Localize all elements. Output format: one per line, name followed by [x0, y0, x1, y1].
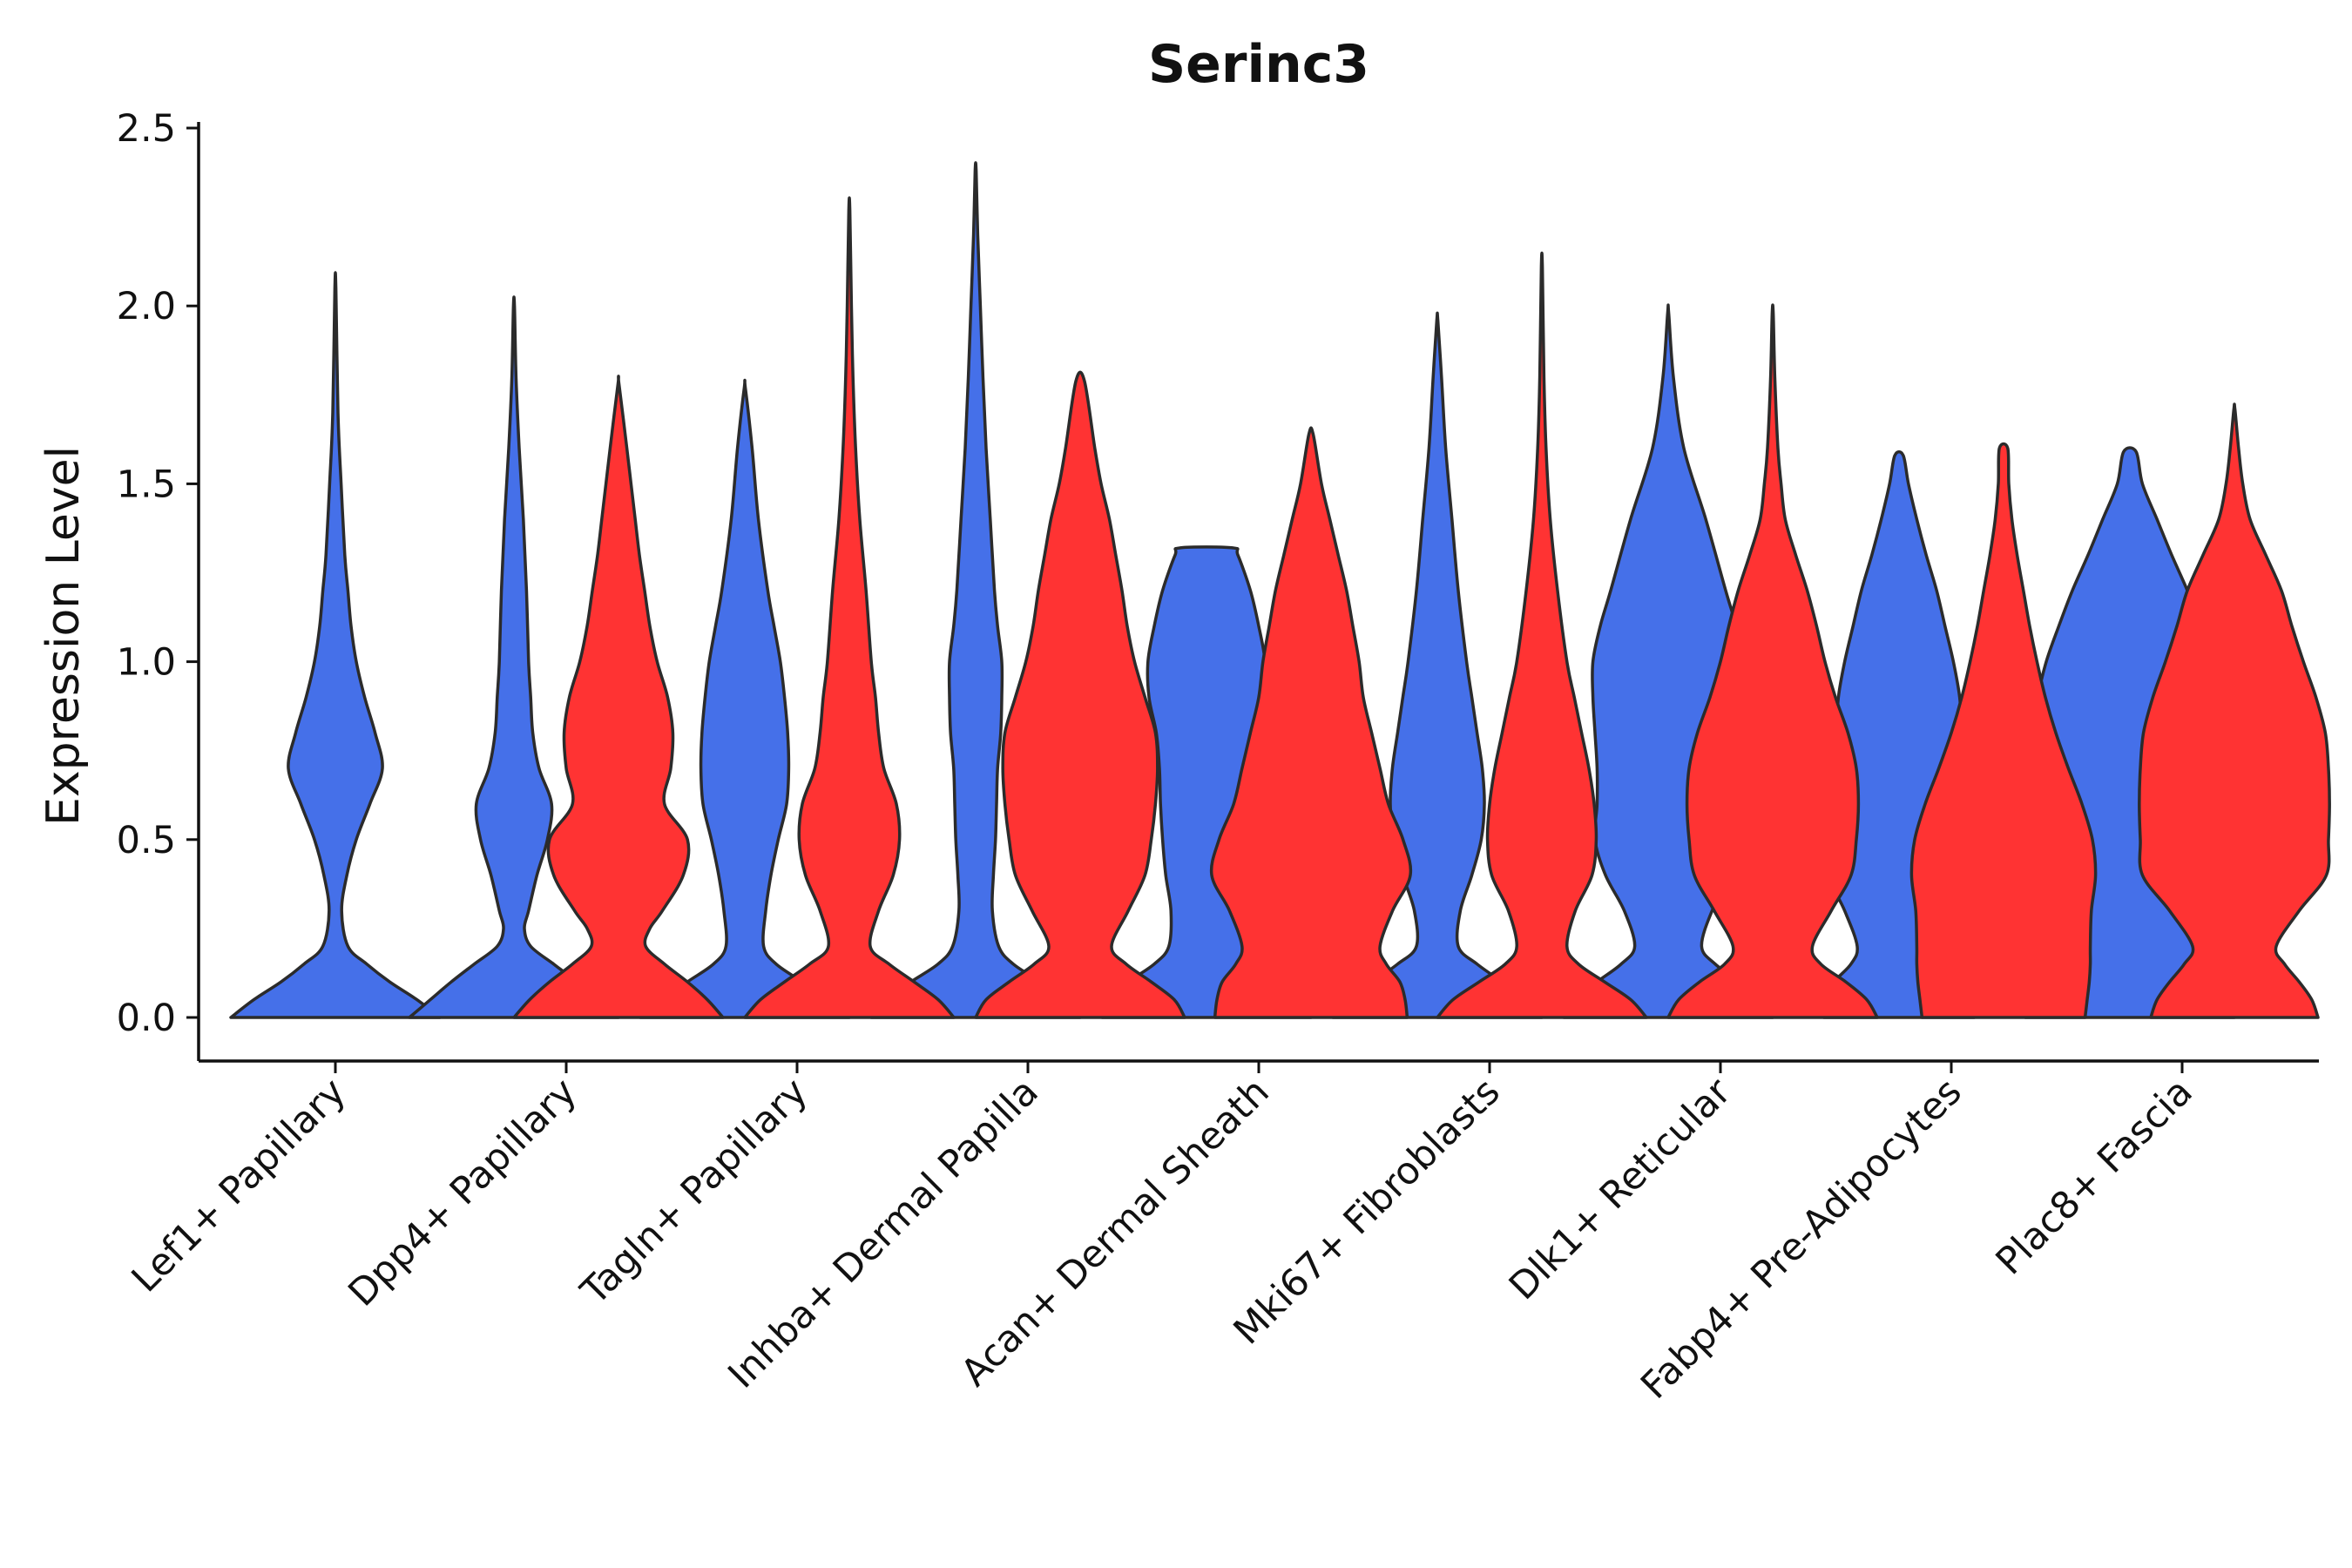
violin-red-plac8-fascia [2138, 402, 2331, 1019]
chart-title: Serinc3 [1148, 34, 1369, 95]
violin-red-dpp4-papillary [512, 375, 725, 1019]
x-tick-label-dpp4-papillary: Dpp4+ Papillary [341, 1070, 585, 1315]
violin-blue-inhba-dermal-papilla [869, 161, 1082, 1019]
violin-red-inhba-dermal-papilla [974, 370, 1186, 1019]
y-tick-label: 0.5 [117, 819, 176, 862]
y-tick-label: 2.0 [117, 285, 176, 328]
y-tick-label: 0.0 [117, 997, 176, 1040]
y-axis: 0.0 0.5 1.0 1.5 2.0 2.5 [117, 107, 200, 1061]
x-tick-label-tagln-papillary: Tagln+ Papillary [572, 1070, 816, 1314]
violin-red-tagln-papillary [743, 196, 956, 1019]
y-tick-label: 1.5 [117, 463, 176, 506]
violin-blue-tagln-papillary [639, 378, 851, 1019]
y-tick-label: 1.0 [117, 641, 176, 685]
x-tick-label-dlk1-reticular: Dlk1+ Reticular [1501, 1070, 1740, 1308]
x-tick-label-mki67-fibroblasts: Mki67+ Fibroblasts [1226, 1070, 1509, 1353]
violin-red-acan-dermal-sheath [1209, 426, 1413, 1019]
x-tick-label-lef1-papillary: Lef1+ Papillary [124, 1070, 355, 1301]
violin-layer [229, 161, 2331, 1019]
y-axis-label: Expression Level [37, 446, 90, 826]
violin-red-mki67-fibroblasts [1436, 251, 1648, 1019]
x-tick-label-plac8-fascia: Plac8+ Fascia [1988, 1070, 2201, 1283]
violin-red-dlk1-reticular [1666, 303, 1879, 1019]
y-tick-label: 2.5 [117, 107, 176, 151]
violin-blue-dpp4-papillary [408, 295, 620, 1019]
violin-red-fabp4-pre-adipocytes [1909, 442, 2098, 1019]
violin-blue-lef1-papillary [229, 271, 442, 1019]
